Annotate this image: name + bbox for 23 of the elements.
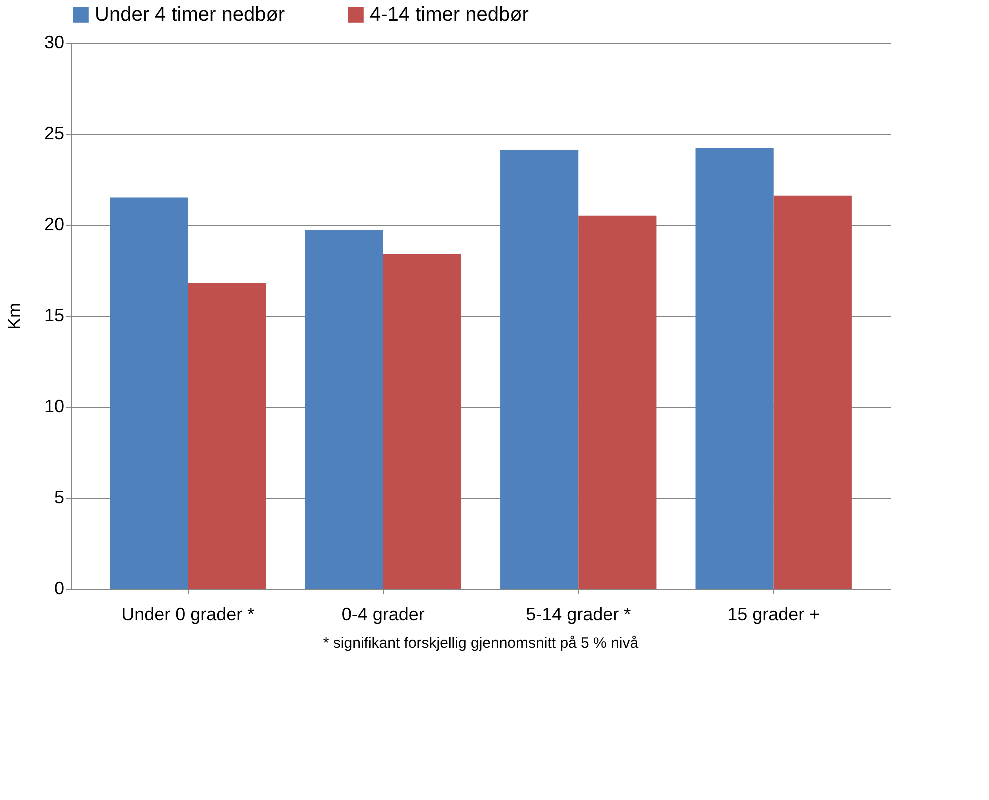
bar bbox=[774, 196, 852, 589]
y-tick-label: 0 bbox=[54, 578, 64, 598]
x-tick-label: 15 grader + bbox=[728, 604, 820, 624]
bar bbox=[578, 216, 657, 589]
bar bbox=[110, 198, 188, 589]
legend-label: Under 4 timer nedbør bbox=[95, 4, 286, 26]
bar bbox=[188, 283, 266, 589]
text: * signifikant forskjellig gjennomsnitt på 5 % nivå bbox=[323, 635, 640, 652]
bar bbox=[696, 148, 774, 589]
x-tick-label: 5-14 grader * bbox=[526, 604, 632, 624]
y-axis-title: Km bbox=[4, 303, 24, 330]
y-tick-label: 20 bbox=[44, 214, 64, 234]
x-tick-label: 0-4 grader bbox=[342, 604, 425, 624]
y-tick-label: 5 bbox=[54, 488, 64, 508]
y-tick-label: 25 bbox=[44, 124, 64, 144]
x-tick-label: Under 0 grader * bbox=[122, 604, 255, 624]
y-tick-label: 15 bbox=[44, 306, 64, 326]
y-tick-label: 10 bbox=[44, 396, 64, 416]
y-tick-label: 30 bbox=[44, 32, 64, 52]
bar bbox=[305, 230, 384, 589]
bar bbox=[500, 150, 579, 589]
legend-label: 4-14 timer nedbør bbox=[370, 4, 530, 26]
bar bbox=[383, 254, 462, 589]
